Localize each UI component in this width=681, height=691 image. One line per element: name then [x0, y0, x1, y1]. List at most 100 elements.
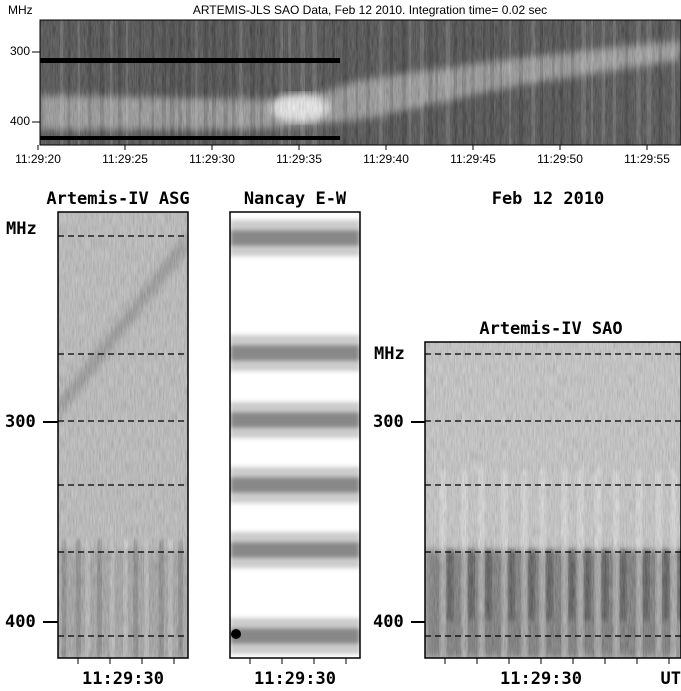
- texture: [300, 20, 306, 145]
- y-unit: MHz: [374, 344, 405, 364]
- texture: [88, 20, 92, 145]
- x-tick-label: 11:29:30: [500, 669, 582, 689]
- texture: [343, 20, 348, 145]
- x-tick-label: 11:29:25: [102, 152, 148, 166]
- panel-frame: [424, 341, 681, 659]
- texture: [109, 20, 113, 145]
- texture: [231, 20, 236, 145]
- texture: [161, 20, 166, 145]
- x-tick-label: 11:29:45: [450, 152, 496, 166]
- texture: [428, 20, 433, 145]
- texture: [280, 20, 284, 145]
- texture: [355, 20, 358, 145]
- texture: [195, 20, 198, 145]
- texture: [389, 20, 394, 145]
- texture: [658, 20, 662, 145]
- texture: [490, 20, 495, 145]
- x-tick-label: 11:29:40: [363, 152, 409, 166]
- texture: [366, 20, 370, 145]
- sao-spectrogram: [425, 342, 681, 658]
- y-tick-label: 300: [5, 412, 36, 432]
- top-spectrogram: [40, 20, 681, 145]
- texture: [612, 20, 617, 145]
- panel-frame: [57, 211, 189, 659]
- texture: [151, 20, 155, 145]
- texture: [230, 477, 360, 493]
- texture: [408, 20, 412, 145]
- x-tick-label: 11:29:30: [82, 669, 164, 689]
- texture: [186, 20, 191, 145]
- texture: [379, 20, 383, 145]
- texture: [99, 20, 104, 145]
- texture: [230, 542, 360, 558]
- texture: [636, 20, 641, 145]
- texture: [203, 20, 209, 145]
- texture: [531, 20, 536, 145]
- texture: [230, 345, 360, 361]
- y-tick-label: 300: [373, 412, 404, 432]
- texture: [671, 20, 676, 145]
- texture: [646, 20, 652, 145]
- texture: [117, 20, 122, 145]
- texture: [230, 628, 360, 644]
- y-tick-label: 300: [10, 44, 30, 58]
- x-tick-label: 11:29:30: [254, 669, 336, 689]
- texture: [67, 20, 71, 145]
- texture: [419, 20, 424, 145]
- x-tick-label: 11:29:20: [15, 152, 61, 166]
- texture: [462, 20, 466, 145]
- texture: [331, 20, 335, 145]
- texture: [483, 20, 486, 145]
- texture: [288, 20, 292, 145]
- texture: [401, 20, 407, 145]
- texture: [77, 20, 80, 145]
- texture: [518, 20, 524, 145]
- panel-title: Artemis-IV SAO: [479, 319, 622, 339]
- panel-title: Nancay E-W: [244, 189, 347, 209]
- texture: [560, 20, 564, 145]
- texture: [570, 20, 575, 145]
- texture: [453, 20, 458, 145]
- x-tick-label: 11:29:50: [537, 152, 583, 166]
- texture: [250, 20, 256, 145]
- texture: [259, 20, 264, 145]
- asg-spectrogram: [58, 212, 188, 658]
- texture: [271, 20, 276, 145]
- texture: [581, 20, 586, 145]
- texture: [125, 20, 129, 145]
- texture: [239, 20, 243, 145]
- y-tick-label: 400: [373, 612, 404, 632]
- texture: [471, 20, 475, 145]
- texture: [435, 20, 438, 145]
- texture: [499, 20, 502, 145]
- panel-title: Artemis-IV ASG: [46, 189, 189, 209]
- y-unit: MHz: [8, 3, 33, 17]
- y-unit: MHz: [6, 219, 37, 239]
- texture: [552, 20, 555, 145]
- x-unit: UT: [661, 669, 681, 689]
- texture: [60, 20, 64, 145]
- x-tick-label: 11:29:35: [276, 152, 322, 166]
- texture: [590, 20, 594, 145]
- texture: [212, 20, 216, 145]
- title: ARTEMIS-JLS SAO Data, Feb 12 2010. Integ…: [193, 3, 547, 17]
- texture: [312, 20, 317, 145]
- panel-frame: [229, 211, 361, 659]
- texture: [178, 20, 182, 145]
- x-tick-label: 11:29:30: [189, 152, 235, 166]
- y-tick-label: 400: [10, 114, 30, 128]
- texture: [138, 20, 142, 145]
- y-tick-label: 400: [5, 612, 36, 632]
- texture: [169, 20, 175, 145]
- texture: [445, 20, 451, 145]
- texture: [601, 20, 606, 145]
- texture: [539, 20, 544, 145]
- date: Feb 12 2010: [492, 189, 605, 209]
- texture: [322, 20, 325, 145]
- texture: [230, 230, 360, 246]
- x-tick-label: 11:29:55: [624, 152, 670, 166]
- top-frame: [39, 19, 681, 146]
- texture: [230, 412, 360, 428]
